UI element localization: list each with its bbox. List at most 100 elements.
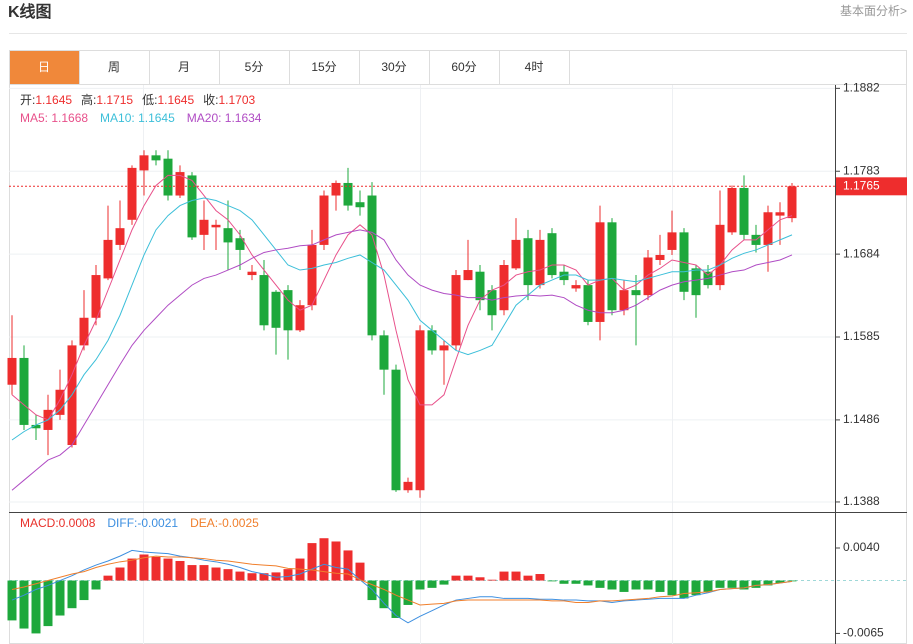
macd-bar [703, 580, 713, 592]
macd-bar [259, 573, 269, 581]
ma-line [11, 229, 793, 491]
info-label: DEA: [190, 516, 218, 530]
macd-bar [775, 580, 785, 583]
candle-body [475, 271, 485, 301]
info-label: MACD: [20, 516, 59, 530]
candle-body [775, 212, 785, 216]
macd-bar [139, 554, 149, 581]
tab-label[interactable]: 5分 [245, 60, 264, 74]
macd-bar [439, 580, 449, 585]
candle-body [655, 254, 665, 260]
candle-body [7, 357, 17, 385]
macd-bar [523, 575, 533, 581]
macd-bar [331, 541, 341, 581]
candle-body [175, 172, 185, 196]
candle-body [295, 305, 305, 331]
candle-body [355, 202, 365, 208]
macd-bar [19, 580, 29, 629]
macd-bar [631, 580, 641, 590]
tab-label[interactable]: 15分 [311, 60, 336, 74]
macd-bar [607, 580, 617, 590]
macd-bar [535, 574, 545, 581]
macd-bar [187, 565, 197, 581]
candle-body [163, 158, 173, 196]
candle-body [619, 290, 629, 311]
tab-label[interactable]: 60分 [451, 60, 476, 74]
candle-body [151, 155, 161, 161]
macd-line [11, 549, 793, 624]
legend-entry: MA20: 1.1634 [187, 111, 262, 125]
candle-body [499, 265, 509, 311]
macd-bar [643, 580, 653, 590]
candle-body [463, 270, 473, 281]
tab[interactable] [149, 50, 220, 85]
info-value: -0.0021 [137, 516, 178, 530]
candle-body [403, 481, 413, 491]
tab[interactable] [289, 50, 360, 85]
macd-bar [691, 580, 701, 596]
macd-bar [583, 580, 593, 586]
macd-bar [559, 580, 569, 584]
candle-body [127, 167, 137, 220]
tab-label[interactable]: 日 [38, 60, 50, 74]
macd-bar [475, 577, 485, 581]
tab[interactable] [499, 50, 570, 85]
candle-body [415, 330, 425, 491]
y-tick-label: 1.1882 [843, 81, 880, 95]
candle-body [319, 195, 329, 245]
macd-bar [163, 558, 173, 581]
tab-label[interactable]: 4时 [525, 60, 544, 74]
y-tick-label: -0.0065 [843, 626, 884, 640]
macd-bar [211, 567, 221, 581]
macd-bar [415, 580, 425, 590]
macd-bar [115, 567, 125, 581]
ohlc-info: 开:1.1645 高:1.1715 低:1.1645 收:1.1703 [20, 92, 256, 107]
macd-bar [499, 571, 509, 581]
legend-entry: MA10: 1.1645 [100, 111, 175, 125]
macd-bar [655, 580, 665, 592]
candle-body [547, 233, 557, 276]
macd-bar [367, 580, 377, 601]
macd-bar [787, 580, 797, 582]
macd-bar [31, 580, 41, 634]
tab-label[interactable]: 月 [178, 60, 190, 74]
tab[interactable] [9, 50, 80, 85]
candle-body [91, 275, 101, 318]
tab[interactable] [79, 50, 150, 85]
macd-bar [91, 580, 101, 590]
info-value: 1.1715 [96, 93, 133, 107]
macd-bar [727, 580, 737, 588]
candle-body [223, 228, 233, 243]
candle-body [79, 317, 89, 346]
candle-body [763, 212, 773, 245]
macd-bar [55, 580, 65, 616]
macd-bar [511, 571, 521, 581]
candle-body [187, 175, 197, 238]
candle-body [367, 195, 377, 336]
ma-legend: MA5: 1.1668 MA10: 1.1645 MA20: 1.1634 [20, 111, 262, 125]
candle-body [559, 271, 569, 281]
tab-label[interactable]: 30分 [381, 60, 406, 74]
info-value: 1.1703 [218, 93, 255, 107]
macd-line [11, 555, 793, 606]
candle-body [523, 238, 533, 286]
macd-bar [463, 575, 473, 581]
info-label: 高: [81, 92, 96, 107]
macd-bar [715, 580, 725, 588]
info-value: 0.0008 [59, 516, 96, 530]
tab-label[interactable]: 周 [108, 60, 120, 74]
macd-bar [247, 573, 257, 581]
candle-body [715, 224, 725, 286]
macd-bar [307, 543, 317, 581]
macd-bar [619, 580, 629, 592]
candle-body [787, 186, 797, 219]
candle-body [487, 290, 497, 316]
candle-body [451, 275, 461, 346]
info-label: 收: [203, 93, 218, 107]
analysis-link[interactable]: 基本面分析> [840, 4, 907, 18]
macd-bar [391, 580, 401, 618]
macd-bar [127, 558, 137, 581]
macd-bar [223, 569, 233, 581]
macd-bar [235, 571, 245, 581]
